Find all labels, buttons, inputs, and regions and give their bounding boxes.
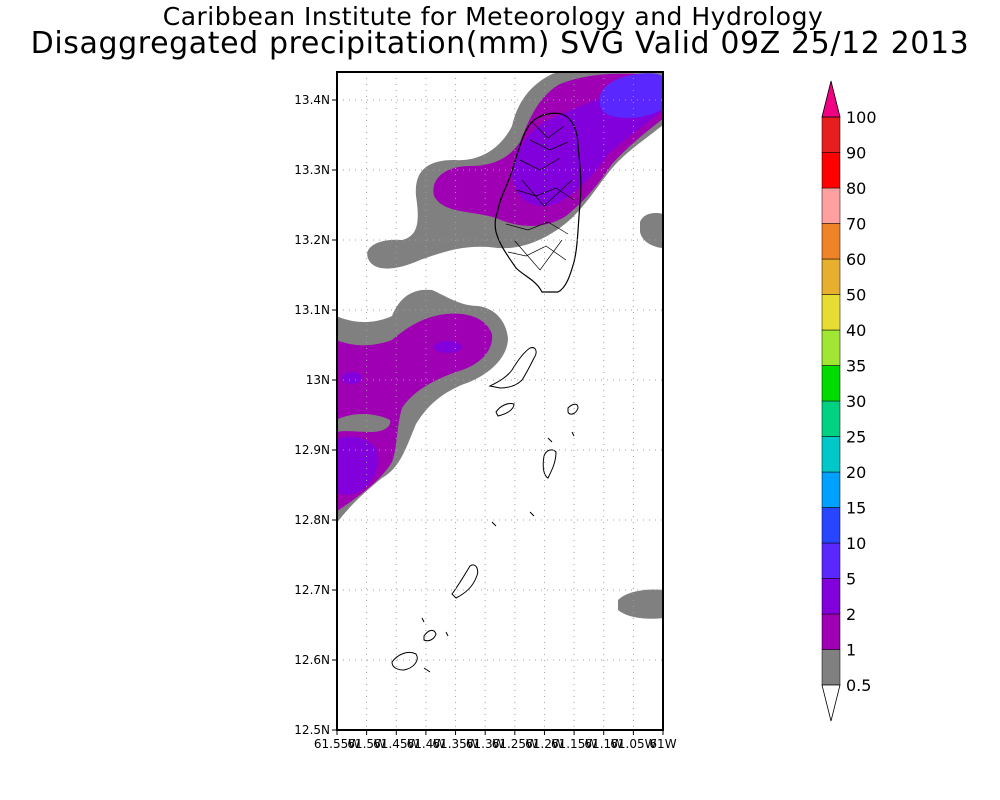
legend-label: 90	[846, 144, 866, 163]
lon-label: 61.2W	[525, 737, 564, 751]
legend-label: 50	[846, 286, 866, 305]
lat-label: 12.6N	[294, 653, 330, 667]
precip-area-0.5mm-se	[618, 589, 663, 619]
lon-label: 61.45W	[373, 737, 419, 751]
legend-label: 60	[846, 250, 866, 269]
precip-spot-2mm	[434, 341, 462, 353]
precip-gap-0.5mm	[337, 414, 391, 432]
lat-label: 12.7N	[294, 583, 330, 597]
lon-label: 61.4W	[407, 737, 446, 751]
lat-label: 13.4N	[294, 93, 330, 107]
legend-label: 20	[846, 463, 866, 482]
legend-label: 70	[846, 215, 866, 234]
legend-swatch	[821, 223, 841, 260]
lat-label: 13N	[306, 373, 330, 387]
lon-label: 61.1W	[584, 737, 623, 751]
legend-label: 2	[846, 605, 856, 624]
legend-swatch	[821, 294, 841, 331]
legend-label: 25	[846, 428, 866, 447]
lon-label: 61.5W	[347, 737, 386, 751]
precip-area-2mm-west	[337, 436, 379, 495]
legend-label: 10	[846, 534, 866, 553]
title-line-2: Disaggregated precipitation(mm) SVG Vali…	[30, 26, 970, 61]
lon-label: 61.3W	[466, 737, 505, 751]
st-vincent-island	[494, 112, 582, 293]
legend-label: 100	[846, 108, 877, 127]
lat-label: 13.1N	[294, 303, 330, 317]
legend-swatch	[821, 507, 841, 544]
lon-label: 61.05W	[610, 737, 656, 751]
legend-label: 15	[846, 499, 866, 518]
legend-swatch	[821, 152, 841, 189]
lat-label: 12.8N	[294, 513, 330, 527]
grenadines-islands	[391, 347, 579, 673]
legend-swatch	[821, 365, 841, 402]
legend-swatch	[821, 613, 841, 650]
legend-label: 35	[846, 357, 866, 376]
legend-bottom-arrow	[821, 684, 841, 722]
title-line-1: Caribbean Institute for Meteorology and …	[162, 2, 824, 31]
longitude-axis: 61.55W61.5W61.45W61.4W61.35W61.3W61.25W6…	[314, 730, 677, 751]
lat-label: 12.9N	[294, 443, 330, 457]
legend-swatch	[821, 542, 841, 579]
legend-label: 1	[846, 641, 856, 660]
lon-label: 61W	[649, 737, 676, 751]
lat-label: 13.3N	[294, 163, 330, 177]
latitude-axis: 13.4N 13.3N 13.2N 13.1N 13N 12.9N 12.8N 12.7N 12…	[294, 93, 337, 737]
legend-swatch	[821, 116, 841, 153]
map-grid	[337, 72, 663, 730]
lon-label: 61.15W	[551, 737, 597, 751]
legend-swatch	[821, 649, 841, 686]
legend-swatch	[821, 436, 841, 473]
legend-swatch	[821, 400, 841, 437]
legend-swatch	[821, 187, 841, 224]
legend-swatch	[821, 329, 841, 366]
legend-swatch	[821, 258, 841, 295]
map-frame	[336, 71, 664, 731]
lon-label: 61.55W	[314, 737, 360, 751]
legend-label: 80	[846, 179, 866, 198]
legend-label: 30	[846, 392, 866, 411]
precip-spot-2mm	[342, 372, 362, 384]
lat-label: 12.5N	[294, 723, 330, 737]
legend-swatch	[821, 578, 841, 615]
legend-label: 0.5	[846, 676, 871, 695]
precip-area-5mm-ne	[599, 73, 663, 118]
legend-swatch	[821, 471, 841, 508]
lon-label: 61.35W	[432, 737, 478, 751]
precip-area-0.5mm-east	[640, 213, 663, 248]
lat-label: 13.2N	[294, 233, 330, 247]
lon-label: 61.25W	[492, 737, 538, 751]
legend-label: 5	[846, 570, 856, 589]
legend-top-arrow	[821, 80, 841, 118]
legend-label: 40	[846, 321, 866, 340]
precipitation-field	[337, 72, 663, 730]
